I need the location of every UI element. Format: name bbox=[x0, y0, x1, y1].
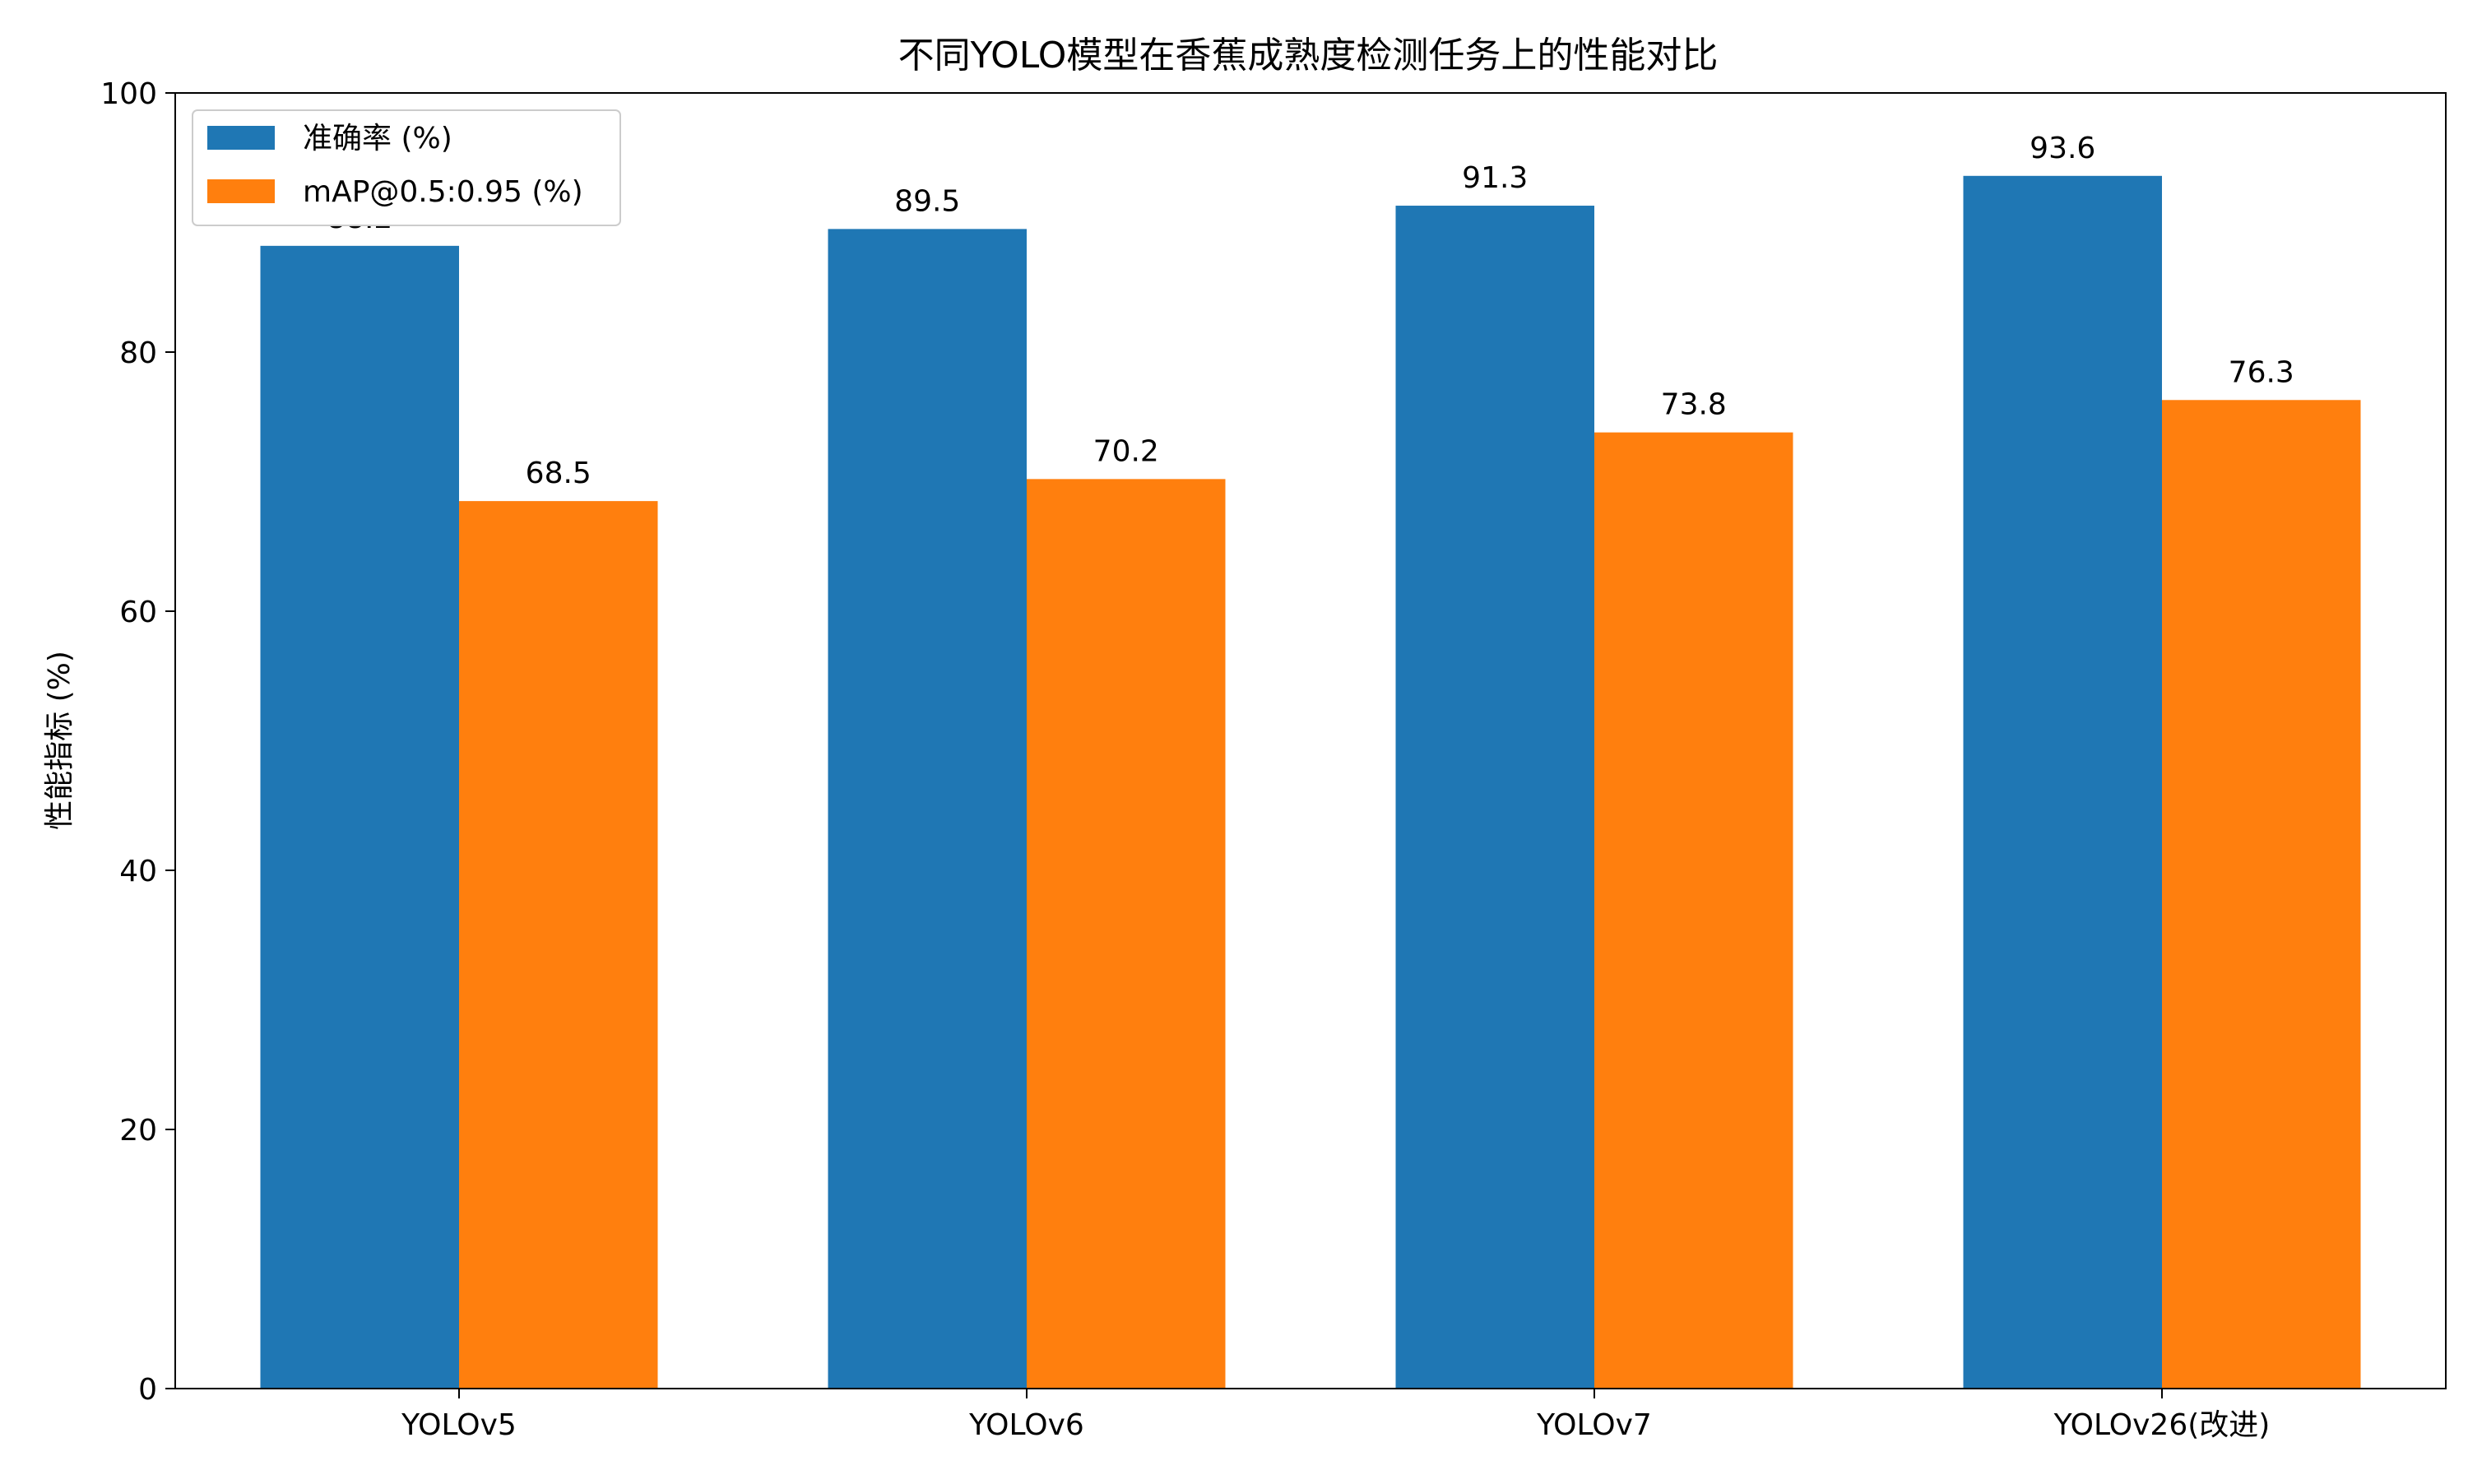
bar-accuracy bbox=[1963, 175, 2162, 1389]
bar-label-accuracy: 91.3 bbox=[1462, 161, 1528, 195]
bar-accuracy bbox=[1395, 206, 1594, 1389]
bar-map bbox=[1594, 432, 1793, 1389]
bar-label-map: 70.2 bbox=[1093, 434, 1159, 468]
y-axis-title: 性能指标 (%) bbox=[43, 651, 77, 830]
legend-swatch-map bbox=[207, 179, 275, 203]
x-tick-label: YOLOv7 bbox=[1536, 1408, 1652, 1442]
y-tick-label: 60 bbox=[119, 596, 157, 629]
y-tick-label: 100 bbox=[100, 77, 157, 111]
x-tick-label: YOLOv26(改进) bbox=[2053, 1408, 2271, 1442]
y-tick-label: 20 bbox=[119, 1114, 157, 1148]
x-axis-ticks: YOLOv5 YOLOv6 YOLOv7 YOLOv26(改进) bbox=[401, 1389, 2270, 1442]
bar-label-map: 68.5 bbox=[526, 457, 591, 490]
bar-accuracy bbox=[828, 229, 1027, 1389]
legend: 准确率 (%) mAP@0.5:0.95 (%) bbox=[192, 109, 621, 226]
y-tick-label: 0 bbox=[138, 1373, 157, 1407]
legend-swatch-accuracy bbox=[207, 126, 275, 150]
y-tick-label: 80 bbox=[119, 336, 157, 370]
bar-label-accuracy: 93.6 bbox=[2030, 132, 2095, 165]
bar-map bbox=[2162, 400, 2361, 1389]
x-tick-label: YOLOv6 bbox=[968, 1408, 1084, 1442]
legend-label-map: mAP@0.5:0.95 (%) bbox=[303, 175, 583, 209]
bar-label-map: 73.8 bbox=[1661, 388, 1727, 422]
bar-accuracy bbox=[260, 245, 459, 1389]
x-tick-label: YOLOv5 bbox=[401, 1408, 517, 1442]
y-axis-ticks: 0 20 40 60 80 100 bbox=[100, 77, 175, 1407]
bar-label-accuracy: 89.5 bbox=[894, 184, 960, 218]
plot-frame bbox=[174, 92, 2447, 1389]
bar-map bbox=[1027, 479, 1226, 1389]
chart-title: 不同YOLO模型在香蕉成熟度检测任务上的性能对比 bbox=[898, 35, 1719, 77]
bars bbox=[260, 175, 2361, 1389]
legend-label-accuracy: 准确率 (%) bbox=[303, 122, 452, 155]
legend-box bbox=[192, 109, 621, 226]
bar-map bbox=[459, 501, 658, 1389]
y-tick-label: 40 bbox=[119, 855, 157, 888]
bar-label-map: 76.3 bbox=[2229, 355, 2294, 389]
